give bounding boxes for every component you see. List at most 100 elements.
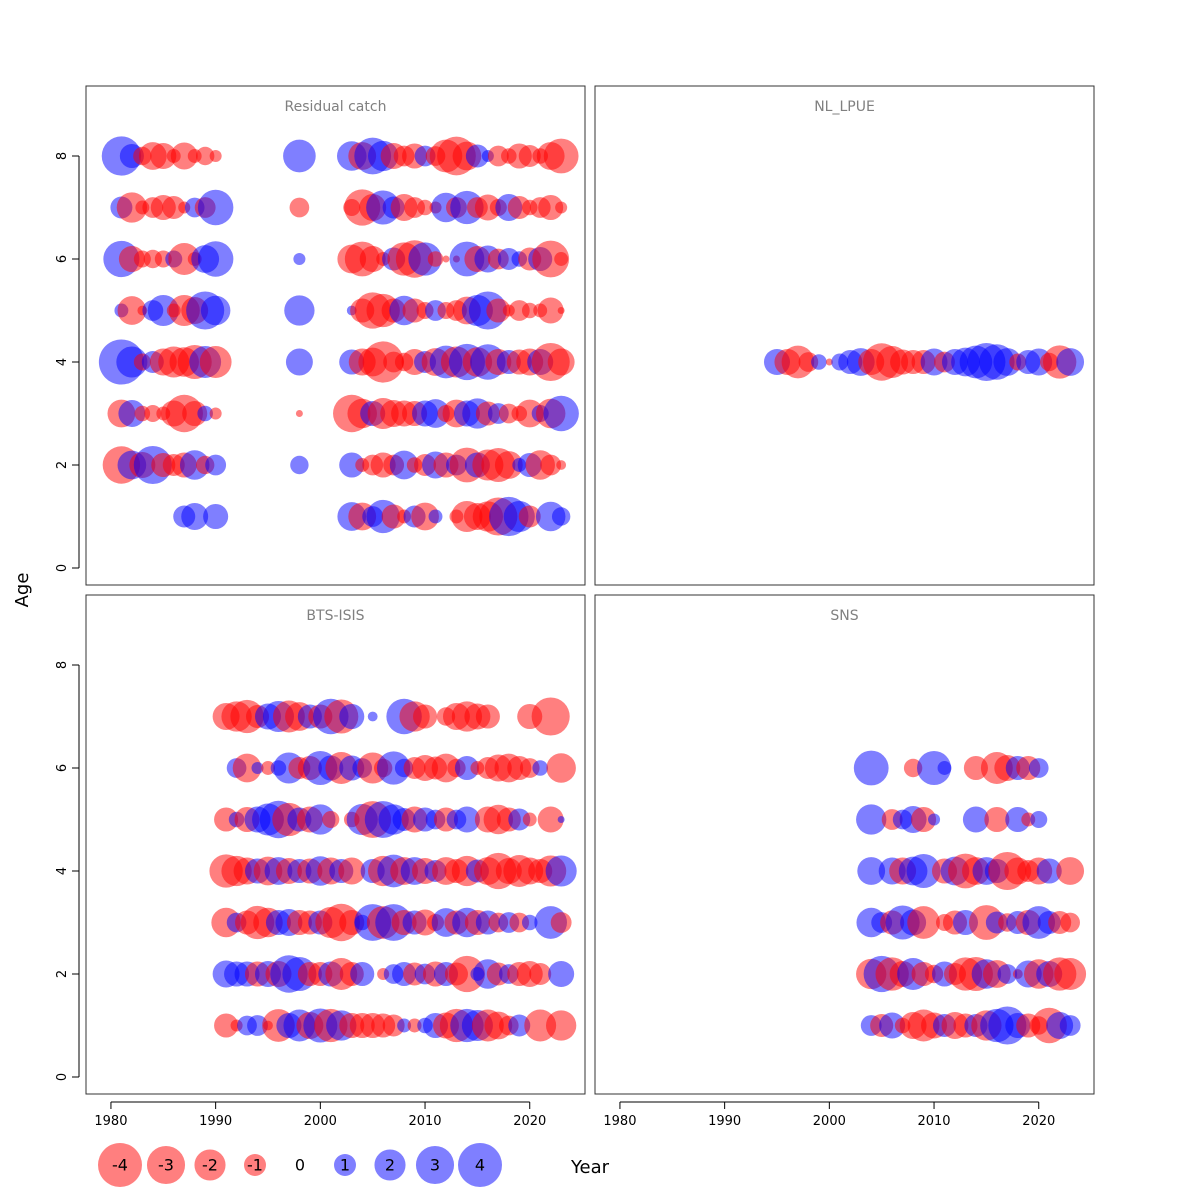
legend-bubble (194, 1149, 226, 1181)
residual-bubble (545, 1010, 577, 1041)
legend-bubble (98, 1143, 142, 1187)
residual-bubble (537, 806, 564, 833)
legend-label: -2 (202, 1156, 218, 1175)
x-tick-label: 2010 (408, 1114, 441, 1129)
residual-bubble (551, 507, 571, 526)
residual-bubble (543, 138, 579, 174)
legend-bubble (334, 1154, 356, 1176)
residual-bubble (1030, 810, 1048, 829)
residual-bubble (548, 960, 575, 988)
residual-bubble (339, 703, 365, 730)
y-tick-label: 0 (55, 564, 70, 572)
legend-label: -3 (158, 1156, 174, 1175)
y-tick-label: 0 (55, 1073, 70, 1081)
y-tick-label: 2 (55, 970, 70, 978)
residual-bubble (170, 142, 198, 170)
residual-bubble (524, 1009, 557, 1042)
residual-bubble (389, 450, 419, 480)
residual-bubble (1005, 806, 1031, 833)
residual-bubble (555, 201, 568, 214)
x-tick-label: 2020 (513, 1114, 546, 1129)
y-tick-label: 6 (55, 764, 70, 772)
residual-bubble (1028, 758, 1049, 778)
panel-frame (594, 85, 1095, 586)
residual-bubble (427, 251, 444, 267)
residual-bubble (937, 761, 952, 775)
residual-bubble (984, 806, 1010, 833)
residual-bubble (907, 906, 940, 939)
residual-bubble (554, 252, 569, 266)
y-tick-label: 8 (55, 152, 70, 160)
residual-bubble (1059, 1015, 1081, 1036)
residual-bubble (518, 505, 541, 528)
legend-bubble (415, 1145, 455, 1185)
residual-bubble (397, 1018, 412, 1033)
y-tick-label: 2 (55, 461, 70, 469)
residual-bubble (367, 711, 378, 722)
residual-bubble (200, 295, 231, 326)
residual-bubble (811, 354, 827, 370)
residual-bubble (1056, 857, 1085, 885)
x-tick-label: 1980 (94, 1114, 127, 1129)
residual-bubble (195, 146, 215, 166)
residual-bubble (454, 755, 479, 781)
x-tick-label: 1980 (603, 1114, 636, 1129)
panel-bts-isis: BTS-ISIS (85, 594, 586, 1095)
panel-title: BTS-ISIS (306, 608, 364, 624)
residual-bubble (508, 808, 531, 831)
legend-bubble (458, 1143, 502, 1187)
legend-bubble (374, 1149, 406, 1181)
residual-bubble (197, 189, 234, 226)
residual-bubble (350, 961, 375, 987)
y-tick-label: 6 (55, 255, 70, 263)
x-axis-title: Year (570, 1157, 610, 1178)
panel-frame (85, 85, 586, 586)
residual-bubble (916, 750, 952, 786)
panel-nl-lpue: NL_LPUE (594, 85, 1095, 586)
residual-bubble (417, 199, 433, 216)
residual-bubble (556, 460, 567, 470)
residual-bubble (442, 255, 450, 263)
residual-bubble (412, 704, 438, 729)
y-tick-label: 4 (55, 358, 70, 366)
x-tick-label: 2010 (917, 1114, 950, 1129)
residual-bubble (1056, 348, 1085, 376)
residual-bubble (197, 405, 213, 422)
residual-bubble (857, 857, 886, 885)
residual-bubble (532, 760, 548, 776)
residual-bubble (1054, 958, 1087, 990)
residual-bubble (411, 502, 439, 531)
x-tick-label: 2020 (1022, 1114, 1055, 1129)
residual-bubble (428, 509, 443, 524)
panel-title: SNS (830, 608, 858, 624)
residual-bubble (928, 813, 941, 826)
panel-sns: SNS (594, 594, 1095, 1095)
residual-bubble (906, 853, 941, 889)
residual-bubble (407, 1018, 422, 1033)
residual-bubble (339, 452, 365, 478)
residual-bubble (162, 195, 186, 220)
y-tick-label: 8 (55, 661, 70, 669)
residual-bubble (486, 298, 511, 323)
residual-bubble (547, 348, 575, 376)
residual-bubble (1036, 858, 1062, 884)
residual-bubble (285, 348, 313, 376)
residual-bubble (295, 410, 303, 417)
residual-bubble (209, 407, 222, 420)
residual-bubble (205, 454, 227, 476)
residual-bubble (911, 806, 937, 833)
residual-bubble (531, 697, 570, 736)
residual-bubble (359, 245, 386, 273)
residual-bubble (546, 753, 576, 783)
legend-bubble (244, 1154, 266, 1176)
residual-bubble (290, 455, 309, 475)
legend-label: 3 (430, 1156, 440, 1175)
x-tick-label: 1990 (708, 1114, 741, 1129)
residual-bubble (144, 404, 162, 423)
legend-label: 4 (475, 1156, 485, 1175)
residual-bubble (199, 346, 232, 378)
residual-bubble (284, 295, 315, 326)
residual-bubble (508, 1014, 531, 1037)
residual-bubble (538, 194, 564, 221)
residual-bubble (181, 503, 209, 530)
